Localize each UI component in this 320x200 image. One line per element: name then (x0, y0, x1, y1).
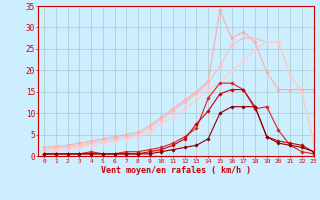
X-axis label: Vent moyen/en rafales ( km/h ): Vent moyen/en rafales ( km/h ) (101, 166, 251, 175)
